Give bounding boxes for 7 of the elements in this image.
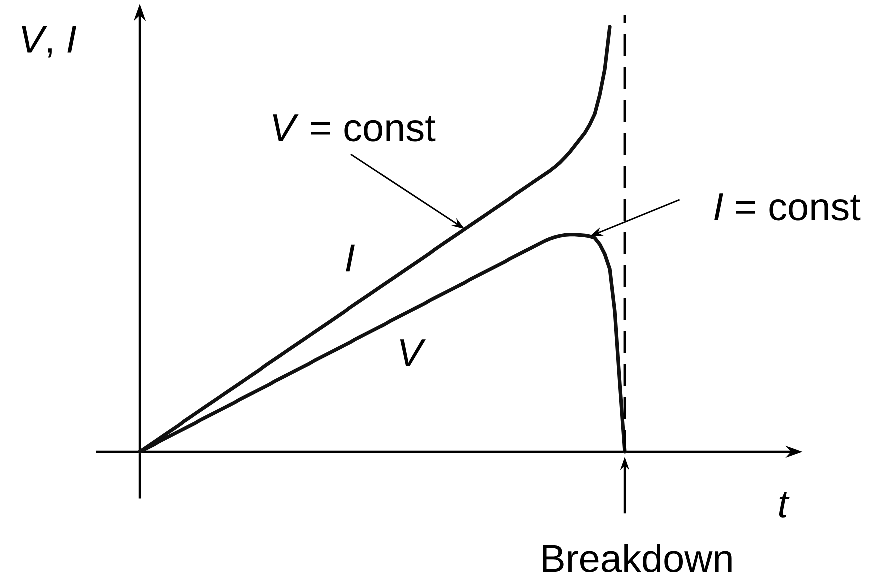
series-label: I (346, 244, 355, 272)
text: I = const (714, 194, 861, 221)
annotation: V = const (273, 114, 436, 142)
y-axis-title: V, I (22, 26, 77, 58)
text: Breakdown (543, 544, 732, 573)
series-label: V (400, 340, 426, 366)
x-axis-title: t (779, 492, 790, 518)
